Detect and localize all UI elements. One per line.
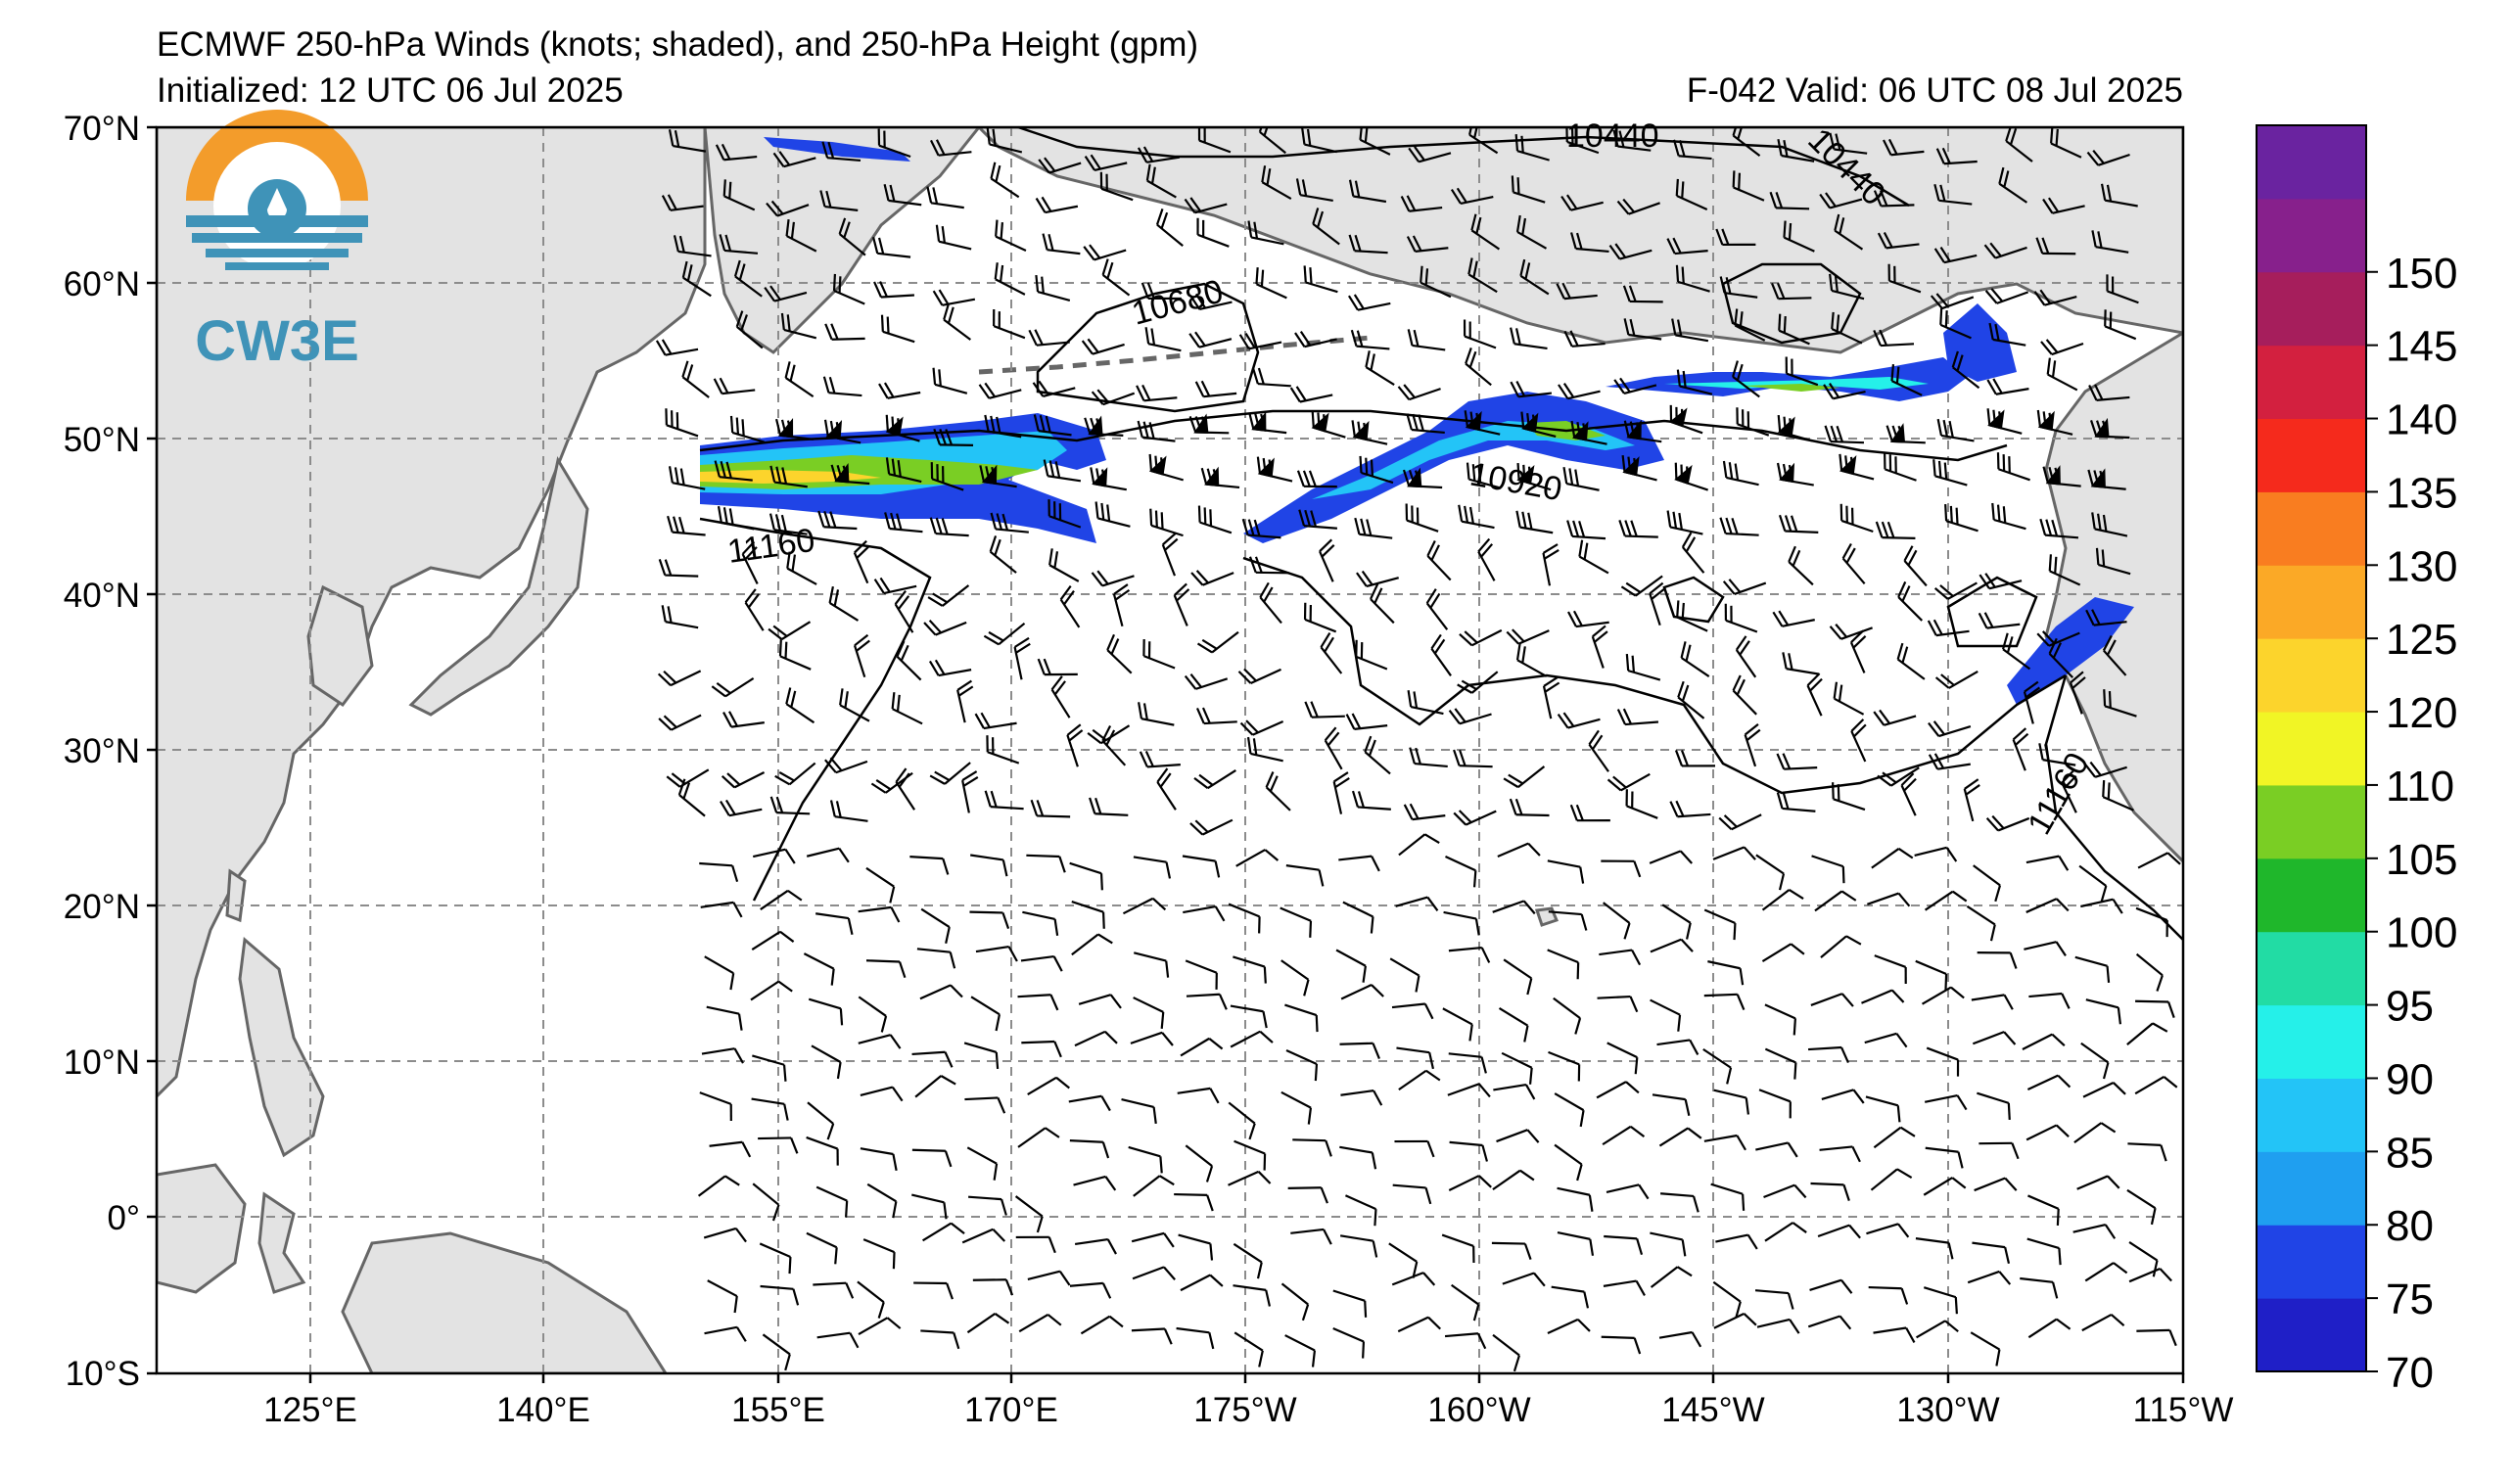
lon-label-140e: 140°E: [496, 1391, 590, 1429]
logo-wave-3: [206, 249, 349, 257]
taiwan: [227, 871, 245, 920]
colorbar-tick-label: 85: [2386, 1129, 2434, 1177]
colorbar-tick-label: 145: [2386, 323, 2457, 371]
wind-speed-colorbar: 70 75 80 85 90 95 100 105 110 120 125 130 135 140 145 1…: [2257, 125, 2457, 1397]
longitude-axis: 125°E 140°E 155°E 170°E 175°W 160°W 145°…: [263, 1391, 2233, 1429]
lat-label-20n: 20°N: [64, 888, 140, 926]
colorbar-tick-label: 140: [2386, 396, 2457, 444]
colorbar-tick-label: 70: [2386, 1349, 2434, 1397]
lat-label-50n: 50°N: [64, 421, 140, 459]
lon-label-115w: 115°W: [2133, 1391, 2234, 1429]
colorbar-tick-label: 90: [2386, 1055, 2434, 1103]
hawaii-islands: [1537, 908, 1557, 925]
logo-wordmark: CW3E: [195, 309, 359, 373]
init-time: Initialized: 12 UTC 06 Jul 2025: [157, 71, 624, 110]
colorbar-band: [2257, 565, 2366, 638]
colorbar-band: [2257, 419, 2366, 492]
colorbar-tick-label: 80: [2386, 1202, 2434, 1250]
lat-label-10s: 10°S: [66, 1355, 140, 1393]
colorbar-tick-label: 110: [2386, 763, 2454, 811]
latitude-axis: 70°N 60°N 50°N 40°N 30°N 20°N 10°N 0° 10…: [64, 110, 140, 1393]
colorbar-tick-label: 105: [2386, 836, 2457, 884]
colorbar-band: [2257, 638, 2366, 712]
colorbar-tick-label: 125: [2386, 616, 2457, 664]
colorbar-band: [2257, 272, 2366, 346]
colorbar-band: [2257, 1298, 2366, 1371]
colorbar-band: [2257, 858, 2366, 932]
colorbar-tick-label: 150: [2386, 250, 2457, 298]
lon-label-170e: 170°E: [964, 1391, 1058, 1429]
logo-wave-2: [192, 233, 362, 243]
map-panel: 10680 10920 11160 11160 10440 10440 CW3E: [157, 110, 2183, 1373]
colorbar-band: [2257, 1078, 2366, 1151]
lat-label-10n: 10°N: [64, 1043, 140, 1082]
colorbar-band: [2257, 491, 2366, 565]
latitude-ticks: [147, 127, 157, 1373]
colorbar-band: [2257, 199, 2366, 272]
lon-label-145w: 145°W: [1661, 1391, 1764, 1429]
colorbar-tick-label: 100: [2386, 909, 2457, 957]
map-title: ECMWF 250-hPa Winds (knots; shaded), and…: [157, 25, 1198, 64]
lon-label-175w: 175°W: [1193, 1391, 1296, 1429]
lon-label-160w: 160°W: [1427, 1391, 1530, 1429]
colorbar-band: [2257, 712, 2366, 785]
colorbar-band: [2257, 346, 2366, 419]
lat-label-0: 0°: [108, 1199, 140, 1237]
colorbar-band: [2257, 1005, 2366, 1079]
lat-label-70n: 70°N: [64, 110, 140, 148]
colorbar-tick-label: 130: [2386, 542, 2457, 590]
colorbar-band: [2257, 932, 2366, 1005]
lon-label-130w: 130°W: [1896, 1391, 1999, 1429]
lat-label-60n: 60°N: [64, 265, 140, 303]
colorbar-tick-label: 135: [2386, 469, 2457, 517]
cw3e-logo: CW3E: [186, 110, 368, 373]
lon-label-155e: 155°E: [731, 1391, 825, 1429]
lat-label-40n: 40°N: [64, 577, 140, 615]
longitude-ticks: [310, 1373, 2183, 1383]
lon-label-125e: 125°E: [263, 1391, 357, 1429]
colorbar-band: [2257, 1225, 2366, 1298]
colorbar-band: [2257, 1151, 2366, 1225]
colorbar-band: [2257, 125, 2366, 199]
colorbar-band: [2257, 785, 2366, 858]
valid-time: F-042 Valid: 06 UTC 08 Jul 2025: [1687, 71, 2183, 110]
colorbar-tick-label: 95: [2386, 983, 2434, 1031]
colorbar-tick-label: 120: [2386, 689, 2457, 737]
logo-wave-1: [186, 215, 368, 227]
colorbar-tick-label: 75: [2386, 1275, 2434, 1323]
logo-wave-4: [225, 262, 329, 270]
lat-label-30n: 30°N: [64, 732, 140, 770]
